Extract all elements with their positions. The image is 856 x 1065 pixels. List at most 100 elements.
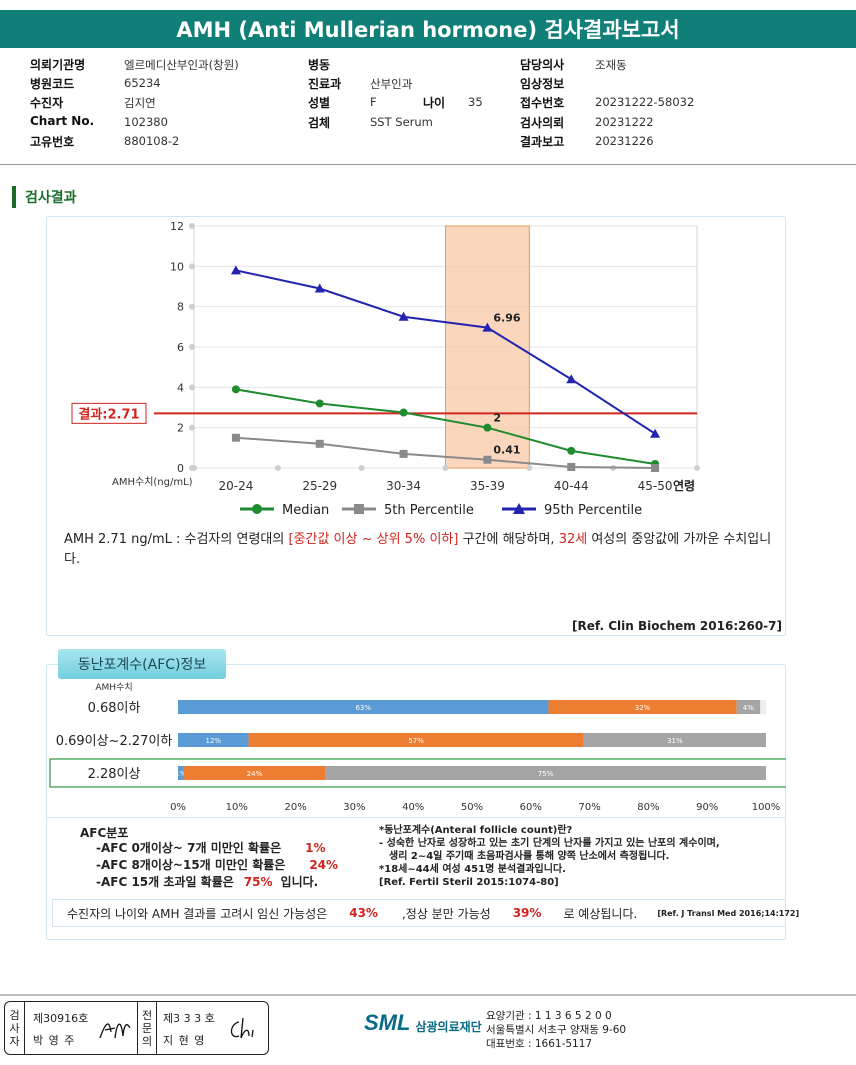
- result-age: 32세: [558, 532, 588, 547]
- afc-segment: [583, 733, 766, 747]
- info-value: 65234: [124, 76, 161, 91]
- info-value: 20231222: [595, 114, 654, 129]
- afc-axis-tick: 40%: [402, 802, 424, 813]
- series-point: [567, 462, 576, 471]
- y-tick-dot: [189, 424, 195, 431]
- afc-axis-tick: 0%: [170, 802, 186, 813]
- afc-axis-tick: 30%: [343, 802, 365, 813]
- info-value: 산부인과: [370, 77, 413, 92]
- pregnancy-box: 수진자의 나이와 AMH 결과를 고려시 임신 가능성은 43% ,정상 분만 …: [52, 899, 799, 927]
- info-label: 고유번호: [30, 134, 75, 149]
- header-divider: [0, 164, 856, 165]
- info-label: 결과보고: [520, 134, 565, 149]
- age-value: 35: [468, 95, 483, 109]
- legend-label: Median: [282, 503, 329, 518]
- info-label: 접수번호: [520, 96, 565, 111]
- signature-box: 검 사 자 제30916호 박 영 주 전 문 의 제3 3 3 호 지 현 영: [4, 1001, 269, 1055]
- series-line-2: [235, 269, 656, 435]
- amh-line-chart: 0 2 4 6 8 10 12 20-24 25-29 30-34 35-39 40-44 45-50 연…: [71, 220, 700, 518]
- series-point: [314, 283, 325, 293]
- x-tick-label: 40-44: [554, 479, 589, 493]
- info-label: Chart No.: [30, 113, 95, 128]
- info-label: 임상정보: [520, 77, 565, 92]
- legend-label: 95th Percentile: [544, 503, 642, 518]
- report-title: AMH (Anti Mullerian hormone) 검사결과보고서: [0, 10, 856, 48]
- afc-axis-tick: 20%: [284, 802, 306, 813]
- pregnancy-rate: 43%: [349, 906, 378, 920]
- afc-segment: [325, 766, 766, 780]
- afc-def-line: *동난포계수(Anteral follicle count)란?: [379, 825, 573, 836]
- afc-axis-tick: 90%: [696, 802, 718, 813]
- x-tick-dot: [526, 465, 533, 471]
- afc-segment: [548, 700, 737, 714]
- y-tick-label: 2: [177, 422, 184, 435]
- afc-segment-label: 31%: [667, 737, 683, 745]
- reference-1: [Ref. Clin Biochem 2016:260-7]: [572, 619, 782, 633]
- info-value: 102380: [124, 114, 168, 129]
- series-point: [566, 374, 577, 384]
- afc-divider: [46, 817, 786, 818]
- afc-def-line: - 성숙한 난자로 성장하고 있는 초기 단계의 난자를 가지고 있는 난포의 …: [379, 838, 720, 849]
- afc-dist-value: 75%: [243, 875, 273, 889]
- y-tick-dot: [189, 384, 195, 391]
- info-value: F: [370, 95, 377, 110]
- result-label: 결과:2.71: [78, 406, 139, 422]
- afc-definition: *동난포계수(Anteral follicle count)란? - 성숙한 난…: [379, 824, 720, 889]
- y-tick-dot: [189, 303, 195, 310]
- series-point: [230, 265, 241, 275]
- afc-dist-list: -AFC 0개이상~ 7개 미만인 확률은 1% -AFC 8개이상~15개 미만인…: [96, 840, 338, 891]
- highlight-band: [445, 225, 530, 469]
- series-point: [650, 428, 661, 438]
- age-label: 나이: [423, 96, 446, 110]
- series-point: [398, 311, 409, 321]
- x-tick-dot: [358, 465, 365, 471]
- lab-name: 삼광의료재단: [415, 1019, 482, 1034]
- afc-row-header: AMH수치: [95, 681, 132, 693]
- info-value: 엘르메디산부인과(창원): [124, 58, 239, 72]
- afc-dist-value: 24%: [309, 858, 339, 872]
- specialist-label: 전 문 의: [137, 1002, 157, 1054]
- info-label: 검사의뢰: [520, 115, 565, 130]
- inspector-name: 박 영 주: [33, 1034, 76, 1047]
- afc-segment-label: 24%: [247, 770, 263, 778]
- afc-bar-chart: AMH수치 0.68이하 63% 32% 4% 0.69이상~2.27이하 12% 57% 31…: [49, 681, 786, 813]
- info-label: 검체: [308, 115, 331, 130]
- data-label: 6.96: [493, 312, 520, 325]
- afc-segment-label: 12%: [205, 737, 221, 745]
- pregnancy-text: 로 예상됩니다.: [563, 906, 638, 921]
- legend-marker: [252, 504, 262, 514]
- info-label: 의뢰기관명: [30, 58, 86, 72]
- series-point: [483, 423, 492, 432]
- afc-dist-text: -AFC 15개 초과일 확률은: [96, 875, 234, 889]
- afc-dist-text: -AFC 8개이상~15개 미만인 확률은: [96, 858, 286, 872]
- afc-dist-text: -AFC 0개이상~ 7개 미만인 확률은: [96, 841, 282, 855]
- info-label: 담당의사: [520, 58, 565, 72]
- legend-marker: [354, 504, 364, 514]
- result-text-part: AMH 2.71 ng/mL : 수검자의 연령대의: [64, 532, 289, 547]
- afc-segment-label: 32%: [635, 704, 651, 712]
- afc-axis-tick: 70%: [578, 802, 600, 813]
- afc-axis-tick: 60%: [520, 802, 542, 813]
- series-point: [231, 433, 240, 442]
- afc-segment: [736, 700, 761, 714]
- result-text-part: 여성의 중앙값에 가까운 수치입니다.: [64, 532, 772, 567]
- afc-row-label: 0.69이상~2.27이하: [56, 734, 173, 749]
- x-tick-label: 45-50: [638, 479, 673, 493]
- afc-def-line: *18세~44세 여성 451명 분석결과입니다.: [379, 864, 566, 875]
- y-tick-dot: [189, 263, 195, 270]
- series-point: [231, 385, 240, 394]
- info-value: SST Serum: [370, 114, 433, 129]
- inspector-license: 제30916호: [33, 1012, 89, 1025]
- data-label: 2: [493, 412, 501, 425]
- specialist-signature: [230, 1017, 254, 1039]
- x-tick-label: 30-34: [386, 479, 421, 493]
- x-tick-dot: [442, 465, 449, 471]
- afc-segment-label: 63%: [355, 704, 371, 712]
- info-value: 조재동: [595, 58, 627, 72]
- series-point: [483, 455, 492, 464]
- section-title: 검사결과: [12, 186, 77, 208]
- info-value: 20231222-58032: [595, 95, 695, 110]
- afc-axis-tick: 10%: [226, 802, 248, 813]
- legend-label: 5th Percentile: [384, 503, 474, 518]
- info-value: 880108-2: [124, 133, 180, 148]
